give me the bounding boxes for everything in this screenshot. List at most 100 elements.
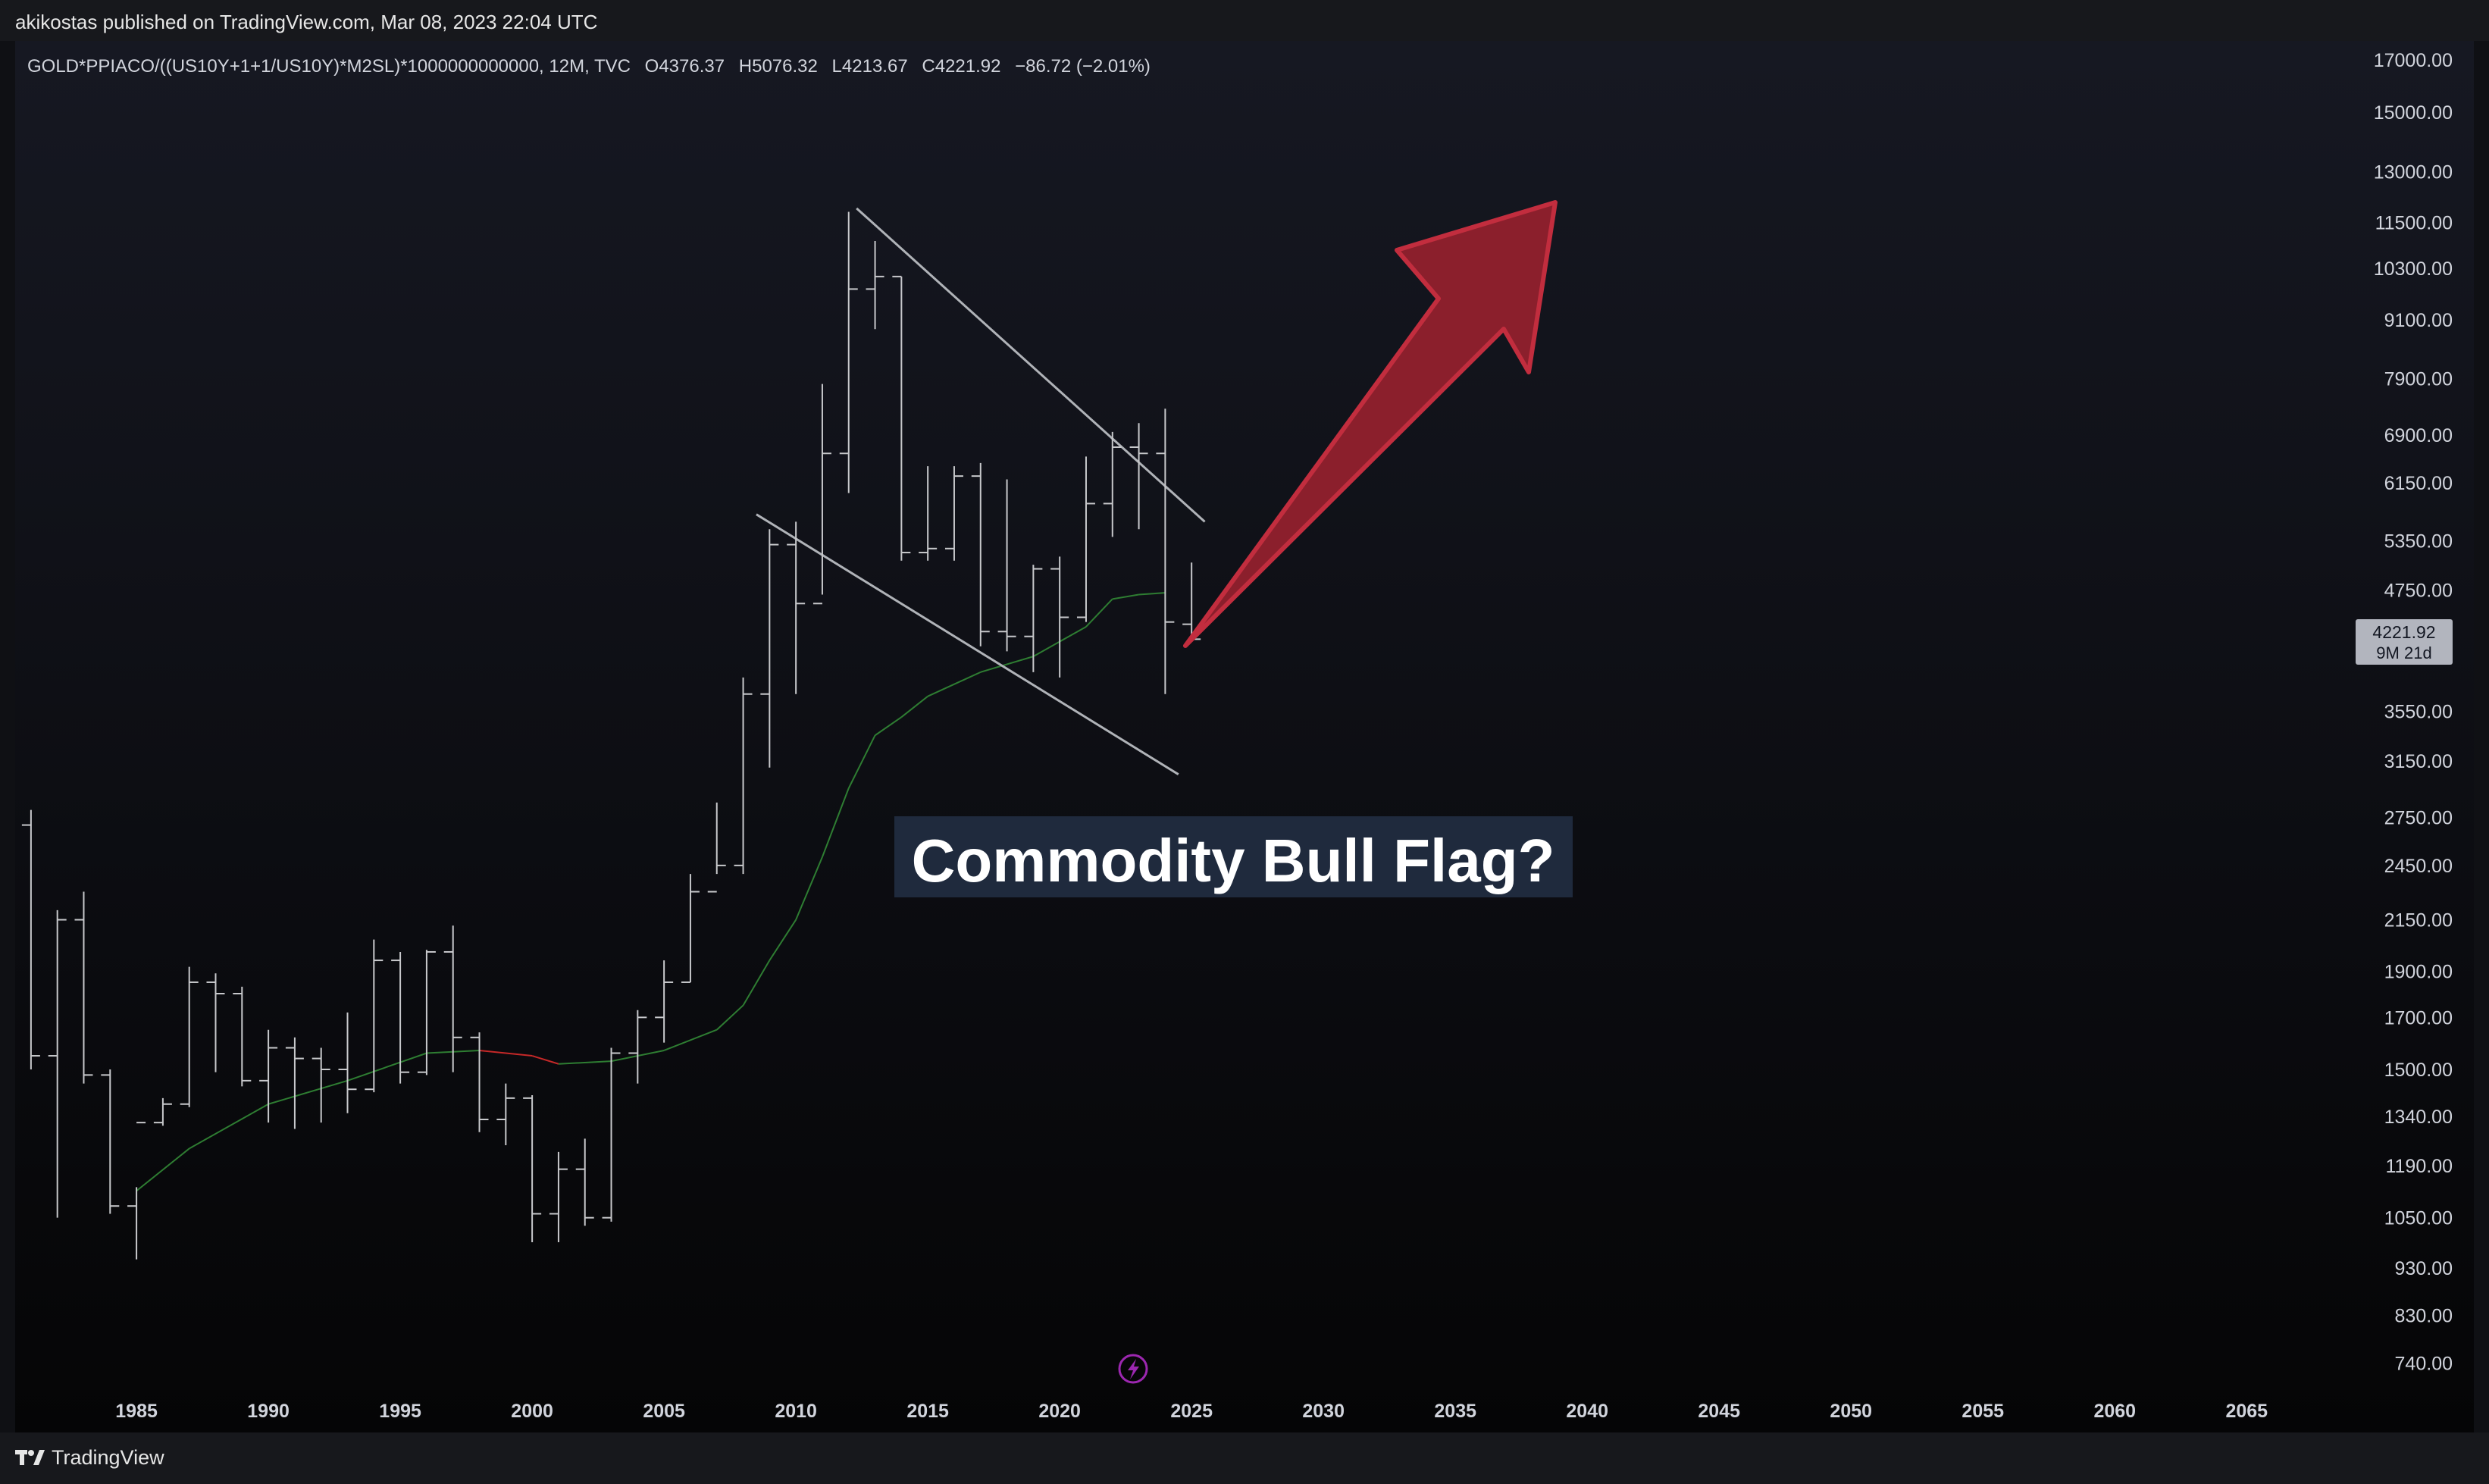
price-tick-label: 15000.00 <box>2374 102 2453 124</box>
ohlc-bar <box>1156 409 1175 694</box>
ohlc-bar <box>919 466 938 561</box>
ohlc-bar <box>338 1012 357 1113</box>
ohlc-bar <box>470 1032 489 1132</box>
time-tick-label: 2010 <box>775 1401 817 1422</box>
ohlc-bar <box>944 466 963 561</box>
ma-segment <box>927 671 982 697</box>
legend-open-label: O <box>645 56 659 77</box>
tradingview-brand[interactable]: TradingView <box>15 1445 164 1470</box>
price-tick-label: 9100.00 <box>2384 310 2453 331</box>
ohlc-bar <box>812 384 831 605</box>
ohlc-bar <box>1050 556 1069 678</box>
ohlc-bar <box>839 211 858 493</box>
publish-attribution: akikostas published on TradingView.com, … <box>15 11 598 33</box>
time-tick-label: 2045 <box>1698 1401 1740 1422</box>
ohlc-bar <box>628 1010 647 1084</box>
top-bar <box>0 0 2489 41</box>
time-tick-label: 2065 <box>2225 1401 2268 1422</box>
ma-segment <box>822 787 850 858</box>
price-tick-label: 11500.00 <box>2375 213 2453 234</box>
price-tick-label: 740.00 <box>2395 1354 2453 1375</box>
headline-text: Commodity Bull Flag? <box>912 827 1555 894</box>
price-tick-label: 930.00 <box>2395 1258 2453 1279</box>
price-tick-label: 5350.00 <box>2384 531 2453 552</box>
price-badge: 4221.92 9M 21d <box>2356 619 2453 665</box>
legend-close-value: 4221.92 <box>935 56 1001 77</box>
time-tick-label: 1990 <box>247 1401 290 1422</box>
time-tick-label: 2040 <box>1566 1401 1608 1422</box>
legend-low-label: L <box>832 56 842 77</box>
ohlc-bar <box>575 1138 594 1226</box>
time-tick-label: 2015 <box>906 1401 949 1422</box>
legend-high-value: 5076.32 <box>752 56 818 77</box>
ohlc-bar <box>496 1083 515 1146</box>
price-tick-label: 10300.00 <box>2374 258 2453 280</box>
price-tick-label: 1700.00 <box>2384 1007 2453 1028</box>
price-tick-label: 1500.00 <box>2384 1060 2453 1081</box>
ohlc-bar <box>892 275 911 561</box>
ma-segment <box>1138 592 1166 596</box>
legend-high-label: H <box>739 56 752 77</box>
ohlc-bar <box>760 529 779 768</box>
ma-segment <box>663 1028 718 1051</box>
ohlc-bar <box>549 1151 568 1242</box>
ma-segment <box>1112 593 1139 600</box>
price-axis[interactable]: 17000.00 15000.00 13000.00 11500.00 10300.00… <box>2374 50 2453 1374</box>
brand-name: TradingView <box>52 1445 164 1469</box>
ohlc-bar <box>734 677 753 875</box>
price-tick-label: 1340.00 <box>2384 1107 2453 1128</box>
ohlc-bar <box>101 1069 120 1214</box>
price-tick-label: 13000.00 <box>2374 161 2453 183</box>
time-tick-label: 2055 <box>1961 1401 2004 1422</box>
time-axis[interactable]: 1985 1990 1995 2000 2005 2010 2015 2020 2025 2030… <box>115 1401 2268 1422</box>
ohlc-bar <box>233 986 252 1087</box>
price-tick-label: 2450.00 <box>2384 856 2453 877</box>
price-tick-label: 6150.00 <box>2384 473 2453 494</box>
ma-segment <box>874 716 902 737</box>
time-tick-label: 2030 <box>1302 1401 1345 1422</box>
time-tick-label: 2005 <box>643 1401 685 1422</box>
ma-segment <box>716 1004 744 1031</box>
ma-segment <box>769 919 797 961</box>
lightning-event-icon[interactable] <box>1118 1354 1148 1384</box>
upper-trendline <box>856 207 1206 523</box>
ohlc-bar <box>707 802 726 893</box>
legend-symbol: GOLD*PPIACO/((US10Y+1+1/US10Y)*M2SL)*100… <box>27 56 1151 77</box>
price-tick-label: 1190.00 <box>2385 1156 2453 1177</box>
time-tick-label: 2060 <box>2093 1401 2136 1422</box>
time-tick-label: 2025 <box>1170 1401 1213 1422</box>
ma-segment <box>189 1103 269 1150</box>
ohlc-bar <box>1076 456 1095 622</box>
ohlc-bar <box>259 1029 278 1123</box>
price-badge-countdown: 9M 21d <box>2376 643 2431 662</box>
legend-symbol-name: GOLD*PPIACO/((US10Y+1+1/US10Y)*M2SL)*100… <box>27 56 631 77</box>
ohlc-bar <box>312 1047 330 1123</box>
ma-segment <box>1085 598 1113 628</box>
price-tick-label: 3150.00 <box>2384 751 2453 772</box>
ohlc-bar <box>1024 565 1043 672</box>
ma-segment <box>980 656 1034 673</box>
ohlc-bar <box>523 1094 542 1242</box>
ohlc-bar <box>365 939 384 1093</box>
tradingview-logo-icon <box>15 1450 45 1465</box>
price-tick-label: 6900.00 <box>2384 425 2453 446</box>
chart-pane[interactable] <box>15 41 2474 1432</box>
price-tick-label: 3550.00 <box>2384 701 2453 722</box>
ohlc-bar <box>866 241 884 330</box>
ohlc-bar <box>21 809 40 1070</box>
price-tick-label: 1900.00 <box>2384 961 2453 982</box>
ma-segment <box>795 856 823 920</box>
headline-box <box>894 816 1573 897</box>
moving-average-line <box>136 592 1166 1192</box>
price-tick-label: 830.00 <box>2395 1306 2453 1327</box>
price-tick-label: 4750.00 <box>2384 581 2453 602</box>
ohlc-bar <box>602 1047 621 1222</box>
time-tick-label: 2020 <box>1038 1401 1081 1422</box>
ohlc-bar <box>127 1122 146 1260</box>
ma-segment <box>531 1055 559 1065</box>
ohlc-bar <box>997 479 1016 652</box>
ohlc-bar <box>48 909 67 1218</box>
ma-segment <box>347 1052 427 1082</box>
ohlc-bar <box>74 891 93 1084</box>
